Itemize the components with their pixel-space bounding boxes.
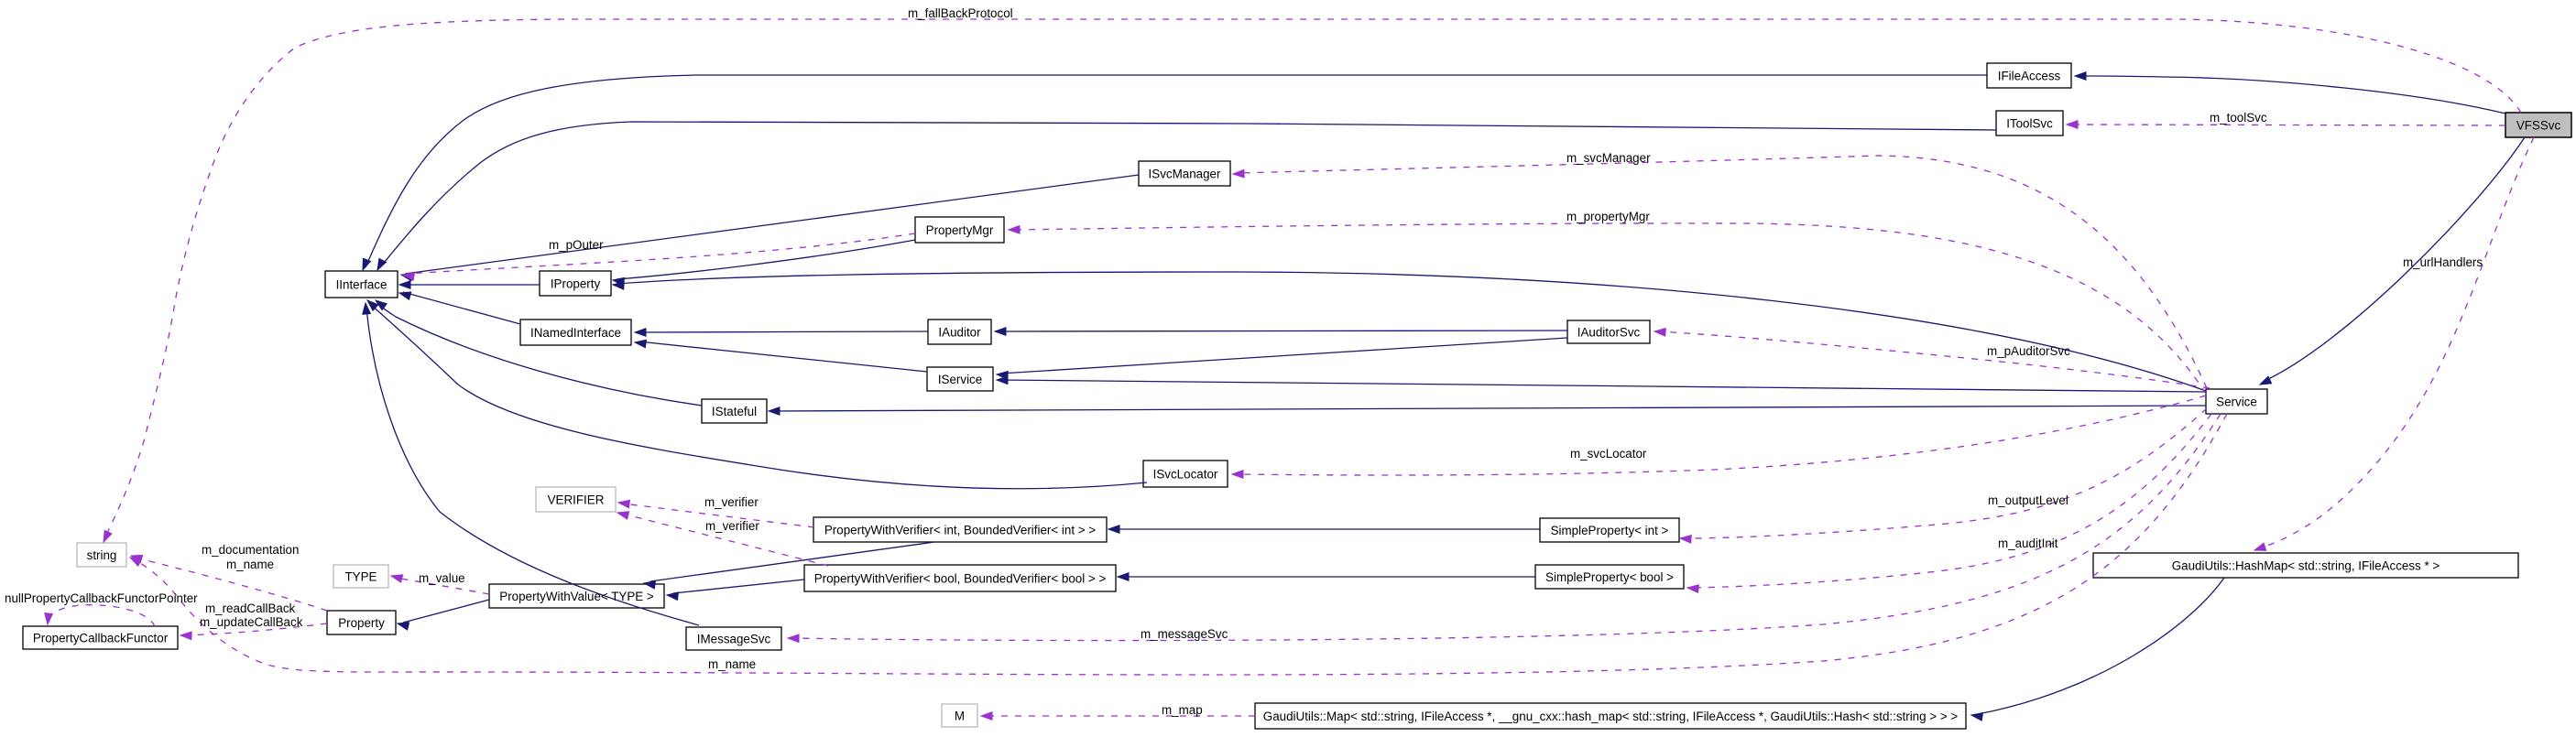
svg-text:M: M xyxy=(955,710,965,723)
svg-text:IService: IService xyxy=(938,373,982,386)
svg-text:m_documentation: m_documentation xyxy=(202,543,299,557)
svg-text:m_readCallBack: m_readCallBack xyxy=(205,602,296,615)
svg-text:INamedInterface: INamedInterface xyxy=(530,326,621,340)
svg-text:TYPE: TYPE xyxy=(345,570,377,584)
svg-text:GaudiUtils::Map< std::string,: GaudiUtils::Map< std::string, IFileAcces… xyxy=(1263,710,1959,723)
svg-text:m_pOuter: m_pOuter xyxy=(549,238,604,252)
svg-text:IAuditorSvc: IAuditorSvc xyxy=(1577,326,1641,340)
svg-text:SimpleProperty< int >: SimpleProperty< int > xyxy=(1551,524,1669,537)
svg-text:m_name: m_name xyxy=(226,558,274,571)
svg-text:PropertyWithValue< TYPE >: PropertyWithValue< TYPE > xyxy=(499,590,654,603)
svg-text:PropertyWithVerifier< bool, Bo: PropertyWithVerifier< bool, BoundedVerif… xyxy=(814,572,1107,586)
svg-text:IInterface: IInterface xyxy=(336,278,387,292)
svg-text:m_map: m_map xyxy=(1162,703,1203,717)
svg-text:m_verifier: m_verifier xyxy=(704,495,759,509)
svg-text:PropertyWithVerifier< int, Bou: PropertyWithVerifier< int, BoundedVerifi… xyxy=(824,524,1096,537)
svg-text:VERIFIER: VERIFIER xyxy=(548,493,605,507)
svg-text:m_urlHandlers: m_urlHandlers xyxy=(2403,255,2483,269)
svg-text:SimpleProperty< bool >: SimpleProperty< bool > xyxy=(1545,570,1674,584)
svg-text:IProperty: IProperty xyxy=(551,277,601,291)
svg-text:IStateful: IStateful xyxy=(712,405,757,418)
svg-text:Property: Property xyxy=(338,616,385,630)
svg-text:string: string xyxy=(87,548,117,562)
svg-text:m_name: m_name xyxy=(708,657,756,671)
svg-text:m_svcManager: m_svcManager xyxy=(1566,151,1651,165)
svg-text:IAuditor: IAuditor xyxy=(938,326,981,340)
svg-text:m_svcLocator: m_svcLocator xyxy=(1570,447,1647,461)
svg-text:PropertyMgr: PropertyMgr xyxy=(926,223,994,237)
svg-text:VFSSvc: VFSSvc xyxy=(2516,119,2561,133)
svg-text:Service: Service xyxy=(2216,396,2257,409)
svg-text:m_verifier: m_verifier xyxy=(705,519,759,533)
svg-text:m_outputLevel: m_outputLevel xyxy=(1988,493,2068,507)
svg-text:IFileAccess: IFileAccess xyxy=(1998,70,2061,83)
svg-text:IToolSvc: IToolSvc xyxy=(2006,117,2053,131)
svg-text:PropertyCallbackFunctor: PropertyCallbackFunctor xyxy=(33,632,169,645)
svg-text:m_auditInit: m_auditInit xyxy=(1998,536,2058,550)
svg-text:nullPropertyCallbackFunctorPoi: nullPropertyCallbackFunctorPointer xyxy=(5,591,198,605)
svg-text:m_propertyMgr: m_propertyMgr xyxy=(1566,210,1650,223)
svg-text:m_messageSvc: m_messageSvc xyxy=(1141,627,1228,641)
svg-text:m_fallBackProtocol: m_fallBackProtocol xyxy=(908,6,1013,20)
svg-text:m_toolSvc: m_toolSvc xyxy=(2210,111,2267,125)
svg-text:IMessageSvc: IMessageSvc xyxy=(697,633,771,646)
svg-text:m_updateCallBack: m_updateCallBack xyxy=(200,615,303,629)
svg-text:m_value: m_value xyxy=(419,571,465,585)
svg-text:m_pAuditorSvc: m_pAuditorSvc xyxy=(1987,344,2070,358)
svg-text:ISvcLocator: ISvcLocator xyxy=(1153,468,1218,482)
svg-text:ISvcManager: ISvcManager xyxy=(1149,168,1221,181)
svg-text:GaudiUtils::HashMap< std::stri: GaudiUtils::HashMap< std::string, IFileA… xyxy=(2172,559,2440,573)
